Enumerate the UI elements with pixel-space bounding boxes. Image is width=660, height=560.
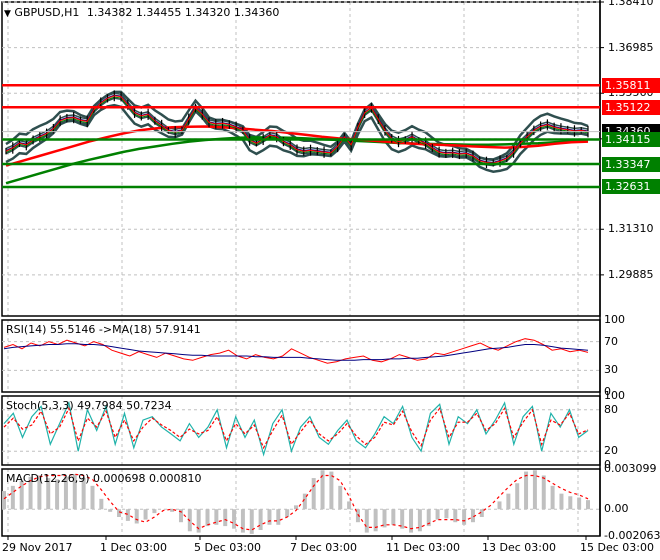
price-axis-tick: 1.31310 [608, 222, 654, 236]
price-level-tag-resistance: 1.35122 [602, 99, 660, 115]
price-level-tag-support: 1.34115 [602, 131, 660, 147]
macd-axis-tick: 0.00 [604, 502, 629, 516]
time-axis-label: 11 Dec 03:00 [386, 541, 460, 554]
menu-arrow-icon[interactable]: ▼ [4, 9, 11, 19]
ohlc-values: 1.34382 1.34455 1.34320 1.34360 [86, 6, 280, 19]
rsi-title: RSI(14) 55.5146 ->MA(18) 57.9141 [6, 323, 201, 336]
macd-axis-tick: -0.002063 [604, 529, 660, 542]
stoch-axis-tick: 0 [604, 458, 611, 471]
time-axis-label: 5 Dec 03:00 [194, 541, 261, 554]
macd-title: MACD(12,26,9) 0.000698 0.000810 [6, 472, 202, 485]
stoch-axis-tick: 80 [604, 402, 618, 416]
symbol-label: GBPUSD,H1 [14, 6, 80, 19]
time-axis-label: 15 Dec 03:00 [580, 541, 654, 554]
price-level-tag-support: 1.33347 [602, 156, 660, 172]
price-level-tag-resistance: 1.35811 [602, 77, 660, 93]
time-axis-label: 7 Dec 03:00 [290, 541, 357, 554]
macd-axis-tick: 0.003099 [604, 462, 657, 475]
price-axis-tick: 1.38410 [608, 0, 654, 8]
rsi-axis-tick: 70 [604, 334, 618, 348]
time-axis-label: 29 Nov 2017 [2, 541, 73, 554]
price-level-tag-support: 1.32631 [602, 179, 660, 195]
rsi-axis-tick: 0 [604, 385, 611, 398]
time-axis-label: 1 Dec 03:00 [100, 541, 167, 554]
stoch-axis-tick: 100 [604, 389, 625, 402]
price-axis-tick: 1.36985 [608, 40, 654, 54]
rsi-axis-tick: 100 [604, 313, 625, 326]
price-axis-tick: 1.29885 [608, 267, 654, 281]
stoch-title: Stoch(5,3,3) 49.7984 50.7234 [6, 399, 172, 412]
rsi-axis-tick: 30 [604, 363, 618, 377]
time-axis-label: 13 Dec 03:00 [482, 541, 556, 554]
symbol-header[interactable]: ▼ GBPUSD,H1 1.34382 1.34455 1.34320 1.34… [4, 6, 279, 19]
stoch-axis-tick: 20 [604, 444, 618, 458]
